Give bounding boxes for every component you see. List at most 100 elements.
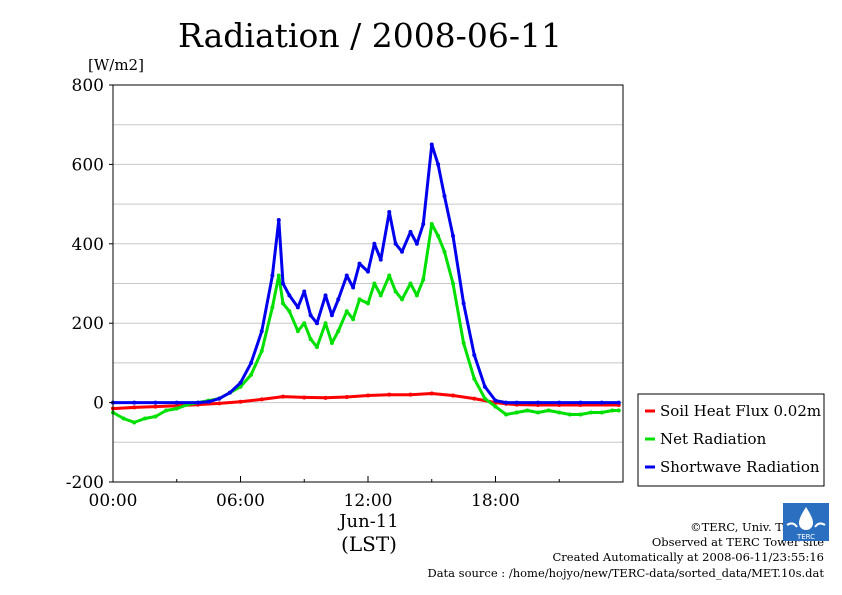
series-point-1 [408, 281, 413, 286]
series-point-2 [436, 162, 441, 167]
y-tick-label: 0 [93, 394, 104, 414]
series-point-1 [153, 414, 158, 419]
series-point-1 [436, 233, 441, 238]
y-axis-unit: [W/m2] [88, 56, 144, 74]
series-point-1 [578, 412, 583, 417]
legend: Soil Heat Flux 0.02m Net Radiation Shortwa… [637, 393, 825, 487]
x-axis-date-label: Jun-11 [337, 511, 398, 532]
series-point-2 [323, 293, 328, 298]
series-point-0 [259, 397, 264, 402]
x-tick-label: 00:00 [89, 491, 138, 511]
legend-label: Net Radiation [660, 430, 767, 448]
series-point-1 [238, 384, 243, 389]
series-point-2 [206, 399, 211, 404]
series-point-1 [442, 249, 447, 254]
series-point-1 [399, 297, 404, 302]
series-point-2 [195, 400, 200, 405]
series-point-2 [514, 400, 519, 405]
series-point-1 [536, 410, 541, 415]
y-tick-label: 400 [72, 235, 104, 255]
series-point-2 [599, 400, 604, 405]
series-point-2 [408, 229, 413, 234]
series-point-1 [357, 297, 362, 302]
series-point-2 [153, 400, 158, 405]
series-point-1 [461, 341, 466, 346]
series-point-2 [504, 400, 509, 405]
series-point-1 [276, 273, 281, 278]
series-point-0 [387, 392, 392, 397]
series-point-2 [393, 241, 398, 246]
y-tick-label: 600 [72, 155, 104, 175]
terc-logo-icon: TERC [783, 503, 829, 541]
series-point-1 [302, 321, 307, 326]
series-point-2 [536, 400, 541, 405]
y-tick-label: 800 [72, 76, 104, 96]
series-point-0 [408, 392, 413, 397]
legend-label: Soil Heat Flux 0.02m [660, 402, 821, 420]
series-point-2 [450, 233, 455, 238]
series-point-0 [429, 391, 434, 396]
series-point-0 [472, 396, 477, 401]
credit-created: Created Automatically at 2008-06-11/23:5… [552, 550, 825, 565]
x-tick-label: 12:00 [344, 491, 393, 511]
series-point-1 [336, 329, 341, 334]
x-tick-label: 18:00 [471, 491, 520, 511]
series-point-2 [174, 400, 179, 405]
y-tick-labels: -200 0 200 400 600 800 [66, 76, 113, 493]
series-point-1 [174, 406, 179, 411]
series-layer [111, 142, 621, 425]
series-point-2 [329, 313, 334, 318]
series-point-2 [259, 329, 264, 334]
series-point-2 [578, 400, 583, 405]
series-point-1 [557, 410, 562, 415]
x-tick-label: 06:00 [216, 491, 265, 511]
series-point-2 [249, 360, 254, 365]
series-point-2 [414, 241, 419, 246]
series-point-2 [461, 301, 466, 306]
series-point-2 [442, 194, 447, 199]
series-point-1 [429, 221, 434, 226]
credits-block: ©TERC, Univ. Tsukuba Observed at TERC To… [427, 520, 824, 581]
series-point-1 [589, 410, 594, 415]
series-point-1 [525, 408, 530, 413]
credit-site: Observed at TERC Tower site [651, 535, 824, 550]
series-point-1 [121, 416, 126, 421]
series-point-1 [270, 305, 275, 310]
series-point-1 [387, 273, 392, 278]
series-point-1 [482, 396, 487, 401]
svg-text:TERC: TERC [796, 533, 815, 541]
series-point-2 [238, 380, 243, 385]
series-point-1 [504, 412, 509, 417]
series-point-0 [238, 399, 243, 404]
series-point-2 [421, 221, 426, 226]
series-point-0 [153, 404, 158, 409]
series-point-2 [295, 305, 300, 310]
series-point-1 [351, 317, 356, 322]
series-point-0 [302, 395, 307, 400]
series-point-2 [482, 384, 487, 389]
series-point-1 [249, 372, 254, 377]
series-point-2 [351, 285, 356, 290]
series-point-1 [344, 309, 349, 314]
legend-box [637, 393, 825, 487]
y-tick-label: -200 [66, 473, 104, 493]
series-point-1 [365, 301, 370, 306]
chart-title: Radiation / 2008-06-11 [178, 16, 562, 55]
series-point-1 [414, 293, 419, 298]
series-point-2 [227, 390, 232, 395]
series-point-1 [493, 404, 498, 409]
x-axis-label: (LST) [341, 532, 397, 556]
x-tick-labels: 00:00 06:00 12:00 18:00 [89, 476, 624, 511]
series-point-1 [164, 408, 169, 413]
series-point-2 [429, 142, 434, 147]
series-point-1 [323, 321, 328, 326]
series-point-0 [450, 393, 455, 398]
series-point-1 [599, 410, 604, 415]
credit-source: Data source : /home/hojyo/new/TERC-data/… [427, 565, 824, 580]
series-point-1 [329, 341, 334, 346]
series-point-0 [132, 405, 137, 410]
series-point-2 [314, 321, 319, 326]
series-point-1 [546, 408, 551, 413]
series-point-0 [217, 401, 222, 406]
series-point-2 [308, 313, 313, 318]
